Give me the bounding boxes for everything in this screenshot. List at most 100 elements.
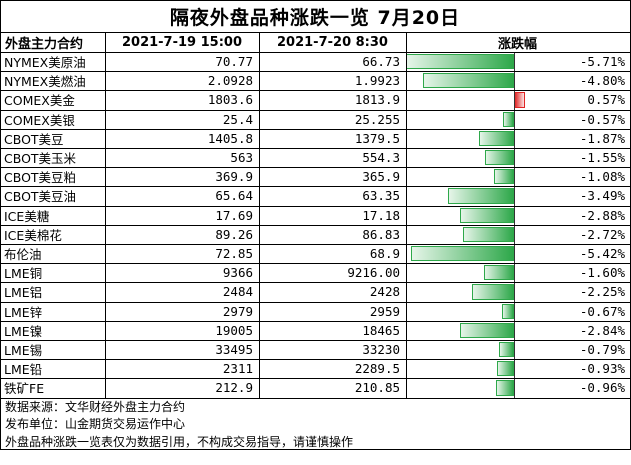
curr-price: 9216.00	[347, 265, 400, 281]
change-bar	[406, 54, 515, 70]
prev-price: 1405.8	[207, 130, 253, 146]
grid-line	[0, 320, 631, 322]
prev-price: 2979	[222, 303, 253, 319]
grid-line	[105, 32, 106, 398]
contract-name: LME铝	[4, 285, 43, 301]
grid-line	[0, 205, 631, 207]
change-bar	[496, 361, 515, 377]
curr-price: 86.83	[362, 226, 400, 242]
contract-name: COMEX美银	[4, 112, 75, 128]
curr-price: 2289.5	[354, 361, 400, 377]
change-bar	[448, 188, 515, 204]
change-percent: 0.57%	[587, 92, 625, 108]
change-percent: -0.67%	[579, 303, 625, 319]
change-bar	[423, 73, 515, 89]
grid-line	[0, 263, 631, 265]
change-bar	[462, 226, 515, 242]
change-percent: -2.72%	[579, 226, 625, 242]
curr-price: 66.73	[362, 54, 400, 70]
prev-price: 2.0928	[207, 73, 253, 89]
header-contract: 外盘主力合约	[5, 36, 84, 52]
change-percent: -0.57%	[579, 111, 625, 127]
change-percent: -0.79%	[579, 342, 625, 358]
change-bar	[493, 169, 515, 185]
curr-price: 1.9923	[354, 73, 400, 89]
curr-price: 25.255	[354, 111, 400, 127]
curr-price: 18465	[362, 322, 400, 338]
contract-name: COMEX美金	[4, 93, 75, 109]
grid-line	[0, 186, 631, 188]
grid-line	[0, 32, 631, 33]
change-percent: -5.71%	[579, 54, 625, 70]
grid-line	[0, 282, 631, 284]
prev-price: 19005	[215, 322, 253, 338]
prev-price: 25.4	[222, 111, 253, 127]
contract-name: CBOT美豆	[4, 131, 64, 147]
header-curr-time: 2021-7-20 8:30	[277, 34, 388, 50]
change-bar	[496, 380, 515, 396]
curr-price: 2959	[369, 303, 400, 319]
change-percent: -2.88%	[579, 207, 625, 223]
contract-name: CBOT美玉米	[4, 151, 77, 167]
grid-line	[0, 301, 631, 303]
contract-name: LME锡	[4, 343, 43, 359]
curr-price: 1379.5	[354, 130, 400, 146]
change-percent: -5.42%	[579, 246, 625, 262]
contract-name: LME铅	[4, 362, 43, 378]
contract-name: ICE美糖	[4, 208, 50, 224]
grid-line	[0, 359, 631, 361]
prev-price: 89.26	[215, 226, 253, 242]
curr-price: 68.9	[369, 246, 400, 262]
header-change: 涨跌幅	[497, 36, 537, 52]
grid-line	[0, 397, 631, 399]
change-bar	[471, 284, 515, 300]
change-bar	[460, 322, 515, 338]
contract-name: NYMEX美燃油	[4, 74, 86, 90]
grid-line	[0, 448, 631, 450]
contract-name: CBOT美豆油	[4, 189, 77, 205]
prev-price: 9366	[222, 265, 253, 281]
grid-line	[0, 128, 631, 130]
curr-price: 33230	[362, 342, 400, 358]
header-prev-time: 2021-7-19 15:00	[121, 34, 242, 50]
change-percent: -2.84%	[579, 322, 625, 338]
prev-price: 1803.6	[207, 92, 253, 108]
footer-note: 外盘品种涨跌一览表仅为数据引用，不构成交易指导，请谨慎操作	[5, 434, 354, 449]
prev-price: 17.69	[215, 207, 253, 223]
contract-name: LME镍	[4, 323, 43, 339]
change-percent: -0.93%	[579, 361, 625, 377]
contract-name: NYMEX美原油	[4, 55, 86, 71]
curr-price: 554.3	[362, 150, 400, 166]
grid-line	[0, 0, 1, 450]
prev-price: 369.9	[215, 169, 253, 185]
change-bar	[484, 150, 515, 166]
curr-price: 63.35	[362, 188, 400, 204]
change-percent: -1.60%	[579, 265, 625, 281]
curr-price: 17.18	[362, 207, 400, 223]
change-bar	[411, 246, 515, 262]
grid-line	[0, 148, 631, 149]
curr-price: 365.9	[362, 169, 400, 185]
grid-line	[0, 340, 631, 341]
contract-name: LME锌	[4, 304, 43, 320]
contract-name: CBOT美豆粕	[4, 170, 77, 186]
grid-line	[259, 32, 260, 398]
grid-line	[0, 378, 631, 380]
prev-price: 2311	[222, 361, 253, 377]
change-percent: -0.96%	[579, 380, 625, 396]
change-bar	[514, 92, 525, 108]
prev-price: 33495	[215, 342, 253, 358]
footer-note: 发布单位：山金期货交易运作中心	[5, 417, 186, 432]
change-bar	[459, 207, 515, 223]
contract-name: LME铜	[4, 266, 43, 282]
change-bar	[503, 111, 515, 127]
change-bar	[499, 342, 515, 358]
curr-price: 1813.9	[354, 92, 400, 108]
footer-note: 数据来源：文华财经外盘主力合约	[5, 399, 186, 414]
change-percent: -1.08%	[579, 169, 625, 185]
curr-price: 2428	[369, 284, 400, 300]
change-bar	[478, 130, 515, 146]
prev-price: 563	[230, 150, 253, 166]
prev-price: 2484	[222, 284, 253, 300]
